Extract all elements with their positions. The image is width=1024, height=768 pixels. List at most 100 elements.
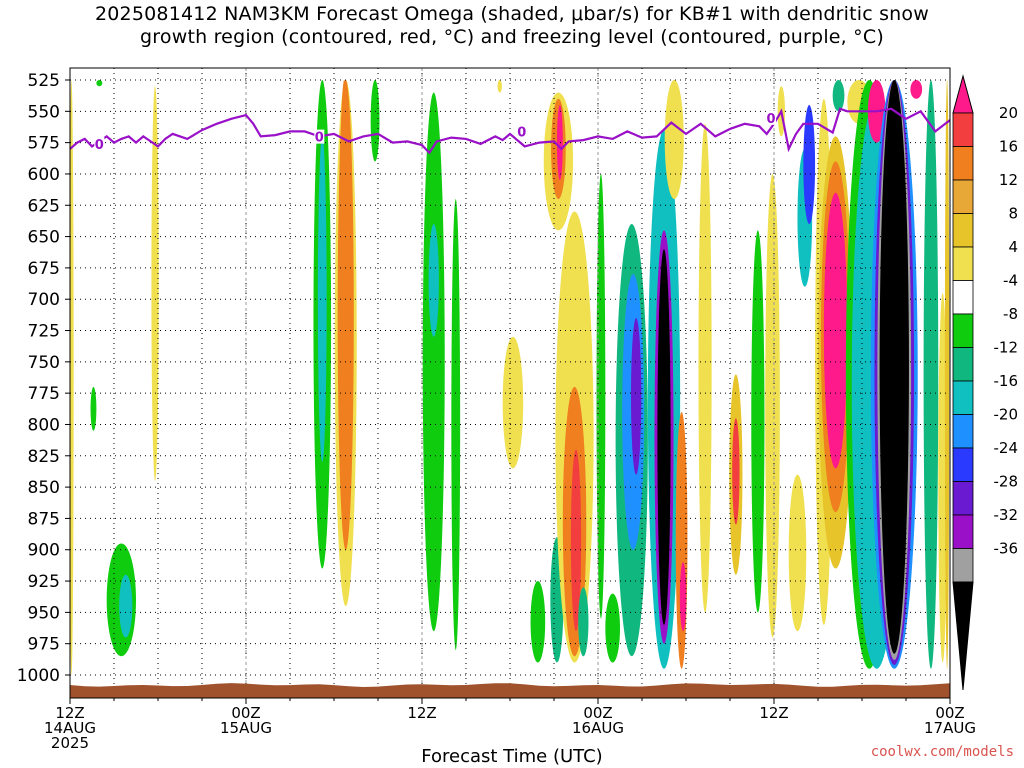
colorbar-swatch-1 xyxy=(952,112,974,147)
x-tick-label-0-2: 2025 xyxy=(51,734,89,752)
ground-terrain xyxy=(70,683,950,698)
x-tick-label-12-1: 15AUG xyxy=(220,719,272,737)
x-tick-label-12-0: 00Z xyxy=(231,704,260,722)
colorbar-swatch-7 xyxy=(952,313,974,348)
y-tick-label-675: 675 xyxy=(28,259,60,279)
y-tick-label-650: 650 xyxy=(28,228,60,248)
x-axis-label: Forecast Time (UTC) xyxy=(421,746,603,767)
colorbar-label-7: -12 xyxy=(994,339,1019,357)
colorbar-swatch-10 xyxy=(952,414,974,449)
chart-title-line-1: 2025081412 NAM3KM Forecast Omega (shaded… xyxy=(94,3,929,25)
y-axis: 525 550 575 600 625 650 675 700 725 750 775 800 825 8… xyxy=(17,71,70,686)
freezing-level-label-2: 0 xyxy=(517,126,526,141)
y-tick-label-875: 875 xyxy=(28,509,60,529)
omega-cell-30 xyxy=(631,318,642,475)
y-tick-label-800: 800 xyxy=(28,415,60,435)
freezing-level-label-3: 0 xyxy=(767,112,776,127)
omega-cell-7 xyxy=(317,136,327,463)
omega-cell-11 xyxy=(370,80,380,162)
omega-cell-24 xyxy=(570,449,582,632)
omega-cell-1 xyxy=(90,386,97,431)
y-tick-label-725: 725 xyxy=(28,322,60,342)
omega-shading xyxy=(70,79,950,675)
omega-cell-50 xyxy=(832,80,845,112)
omega-cell-41 xyxy=(765,173,780,638)
colorbar-label-13: -36 xyxy=(994,540,1019,558)
omega-cell-33 xyxy=(657,249,671,625)
colorbar-swatch-14 xyxy=(952,548,974,583)
omega-cell-15 xyxy=(502,336,524,469)
freezing-level-label-bg-3 xyxy=(766,110,777,125)
colorbar: 20 16 12 8 4 -4 -8 -12 -16 -20 -24 -28 -32 -36 xyxy=(952,74,1019,691)
colorbar-swatch-12 xyxy=(952,481,974,516)
colorbar-label-10: -24 xyxy=(994,439,1019,457)
x-tick-label-48-0: 12Z xyxy=(759,704,788,722)
colorbar-swatch-13 xyxy=(952,514,974,549)
colorbar-label-11: -28 xyxy=(994,473,1019,491)
colorbar-arrow-bottom xyxy=(952,581,974,691)
omega-cell-43 xyxy=(788,474,807,632)
colorbar-swatch-2 xyxy=(952,146,974,181)
y-tick-label-550: 550 xyxy=(28,102,60,122)
omega-cell-13 xyxy=(428,224,439,337)
omega-cell-21 xyxy=(556,105,563,181)
y-tick-label-600: 600 xyxy=(28,165,60,185)
colorbar-label-0: 20 xyxy=(999,104,1018,122)
colorbar-swatch-8 xyxy=(952,347,974,382)
y-tick-label-975: 975 xyxy=(28,635,60,655)
omega-cell-39 xyxy=(732,418,740,525)
freezing-level-contour: 0 0 0 0 xyxy=(70,107,950,155)
omega-cell-45 xyxy=(803,105,816,225)
omega-cell-59 xyxy=(910,80,923,99)
credit-text: coolwx.com/models xyxy=(870,744,1014,760)
x-tick-label-60-0: 00Z xyxy=(935,704,964,722)
colorbar-swatch-5 xyxy=(952,246,974,281)
omega-cell-12 xyxy=(422,92,445,632)
omega-cell-35 xyxy=(675,411,688,669)
x-tick-label-0-0: 12Z xyxy=(55,704,84,722)
chart-title-line-2: growth region (contoured, red, °C) and f… xyxy=(140,26,884,48)
omega-cell-62 xyxy=(944,80,950,669)
y-tick-label-700: 700 xyxy=(28,290,60,310)
omega-cell-36 xyxy=(679,562,687,632)
y-tick-label-825: 825 xyxy=(28,447,60,467)
omega-cell-58 xyxy=(879,80,909,654)
colorbar-swatch-11 xyxy=(952,447,974,482)
omega-cell-60 xyxy=(923,80,939,669)
y-tick-label-950: 950 xyxy=(28,603,60,623)
colorbar-swatch-4 xyxy=(952,213,974,248)
colorbar-swatch-9 xyxy=(952,380,974,415)
y-tick-label-525: 525 xyxy=(28,71,60,91)
freezing-level-line xyxy=(70,107,950,155)
colorbar-swatch-6 xyxy=(952,280,974,315)
x-tick-label-24-0: 12Z xyxy=(407,704,436,722)
omega-cell-5 xyxy=(151,86,159,481)
colorbar-label-2: 12 xyxy=(999,171,1018,189)
x-tick-label-60-1: 17AUG xyxy=(924,719,976,737)
omega-cell-10 xyxy=(339,80,350,456)
y-tick-label-775: 775 xyxy=(28,384,60,404)
freezing-level-label-0: 0 xyxy=(95,138,104,153)
colorbar-label-5: -4 xyxy=(1003,272,1018,290)
omega-cell-61 xyxy=(938,292,948,663)
omega-cell-34 xyxy=(664,80,684,199)
freezing-level-label-bg-2 xyxy=(516,124,527,139)
colorbar-label-6: -8 xyxy=(1003,305,1018,323)
x-tick-label-0-1: 14AUG xyxy=(44,719,96,737)
ground-surface xyxy=(70,683,950,698)
y-tick-label-925: 925 xyxy=(28,572,60,592)
omega-cell-40 xyxy=(751,230,765,613)
omega-cell-0 xyxy=(70,80,74,675)
y-tick-label-850: 850 xyxy=(28,478,60,498)
grid-lines xyxy=(70,68,950,698)
freezing-level-label-bg-0 xyxy=(94,137,105,152)
y-tick-label-750: 750 xyxy=(28,353,60,373)
colorbar-label-9: -20 xyxy=(994,406,1019,424)
colorbar-arrow-top xyxy=(952,74,974,114)
y-tick-label-1000: 1000 xyxy=(17,666,60,686)
x-tick-label-36-1: 16AUG xyxy=(572,719,624,737)
colorbar-label-12: -32 xyxy=(994,506,1019,524)
freezing-level-label-bg-1 xyxy=(314,129,325,144)
